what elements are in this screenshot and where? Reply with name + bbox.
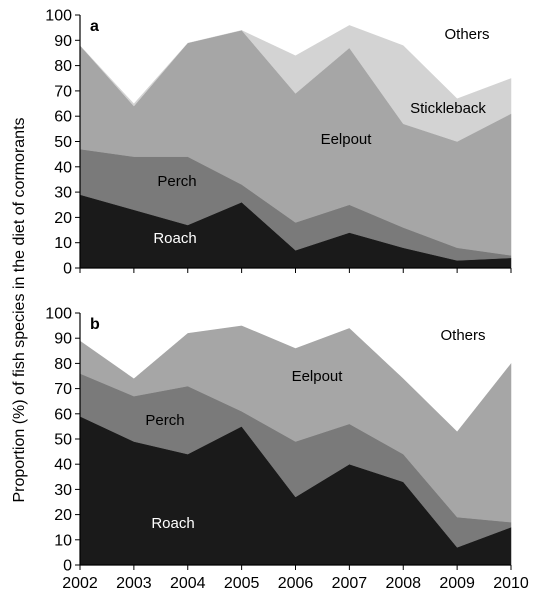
panel-a: 0 10 20 30 40 50 60 70 80 90 100 a Roach Perch Eelpout… [45, 8, 512, 278]
panel-tag: a [90, 18, 99, 35]
y-tick-label: 50 [54, 432, 72, 449]
y-tick-label: 60 [54, 406, 72, 423]
y-tick-label: 40 [54, 159, 72, 176]
x-tick-label: 2004 [170, 575, 206, 592]
x-tick-label: 2009 [439, 575, 475, 592]
y-tick-label: 10 [54, 235, 72, 252]
y-tick-label: 80 [54, 356, 72, 373]
x-tick-label: 2005 [224, 575, 260, 592]
y-tick-label: 30 [54, 185, 72, 202]
y-tick-label: 100 [45, 8, 72, 25]
y-tick-label: 90 [54, 33, 72, 50]
x-tick-label: 2007 [332, 575, 368, 592]
y-tick-label: 60 [54, 109, 72, 126]
y-tick-label: 50 [54, 134, 72, 151]
x-tick-label: 2008 [385, 575, 421, 592]
y-tick-label: 20 [54, 507, 72, 524]
y-tick-label: 0 [63, 261, 72, 278]
area-others-panel-a [80, 15, 511, 104]
area-others-panel-b [80, 313, 511, 432]
x-tick-label: 2006 [278, 575, 314, 592]
y-tick-label: 70 [54, 381, 72, 398]
series-label-others: Others [440, 327, 485, 344]
series-label-eelpout: Eelpout [321, 131, 373, 148]
series-label-perch: Perch [157, 173, 196, 190]
x-tick-label: 2010 [493, 575, 529, 592]
y-tick-label: 100 [45, 306, 72, 323]
y-tick-label: 30 [54, 482, 72, 499]
y-tick-label: 20 [54, 210, 72, 227]
series-label-others: Others [444, 26, 489, 43]
y-tick-label: 0 [63, 558, 72, 575]
y-tick-label: 70 [54, 83, 72, 100]
series-label-roach: Roach [151, 515, 194, 532]
y-tick-label: 80 [54, 58, 72, 75]
y-tick-label: 10 [54, 532, 72, 549]
panel-b: 0 10 20 30 40 50 60 70 80 90 100 b Roach Perch Eelpout… [45, 306, 512, 575]
series-label-stickleback: Stickleback [410, 100, 486, 117]
panel-tag: b [90, 316, 100, 333]
x-axis: 2002 2003 2004 2005 2006 2007 2008 2009 2010 [62, 575, 529, 592]
x-tick-label: 2002 [62, 575, 98, 592]
y-tick-label: 40 [54, 457, 72, 474]
y-axis-title: Proportion (%) of fish species in the di… [11, 117, 28, 502]
series-label-roach: Roach [153, 230, 196, 247]
x-tick-label: 2003 [116, 575, 152, 592]
y-tick-label: 90 [54, 331, 72, 348]
series-label-eelpout: Eelpout [292, 368, 344, 385]
series-label-perch: Perch [145, 412, 184, 429]
